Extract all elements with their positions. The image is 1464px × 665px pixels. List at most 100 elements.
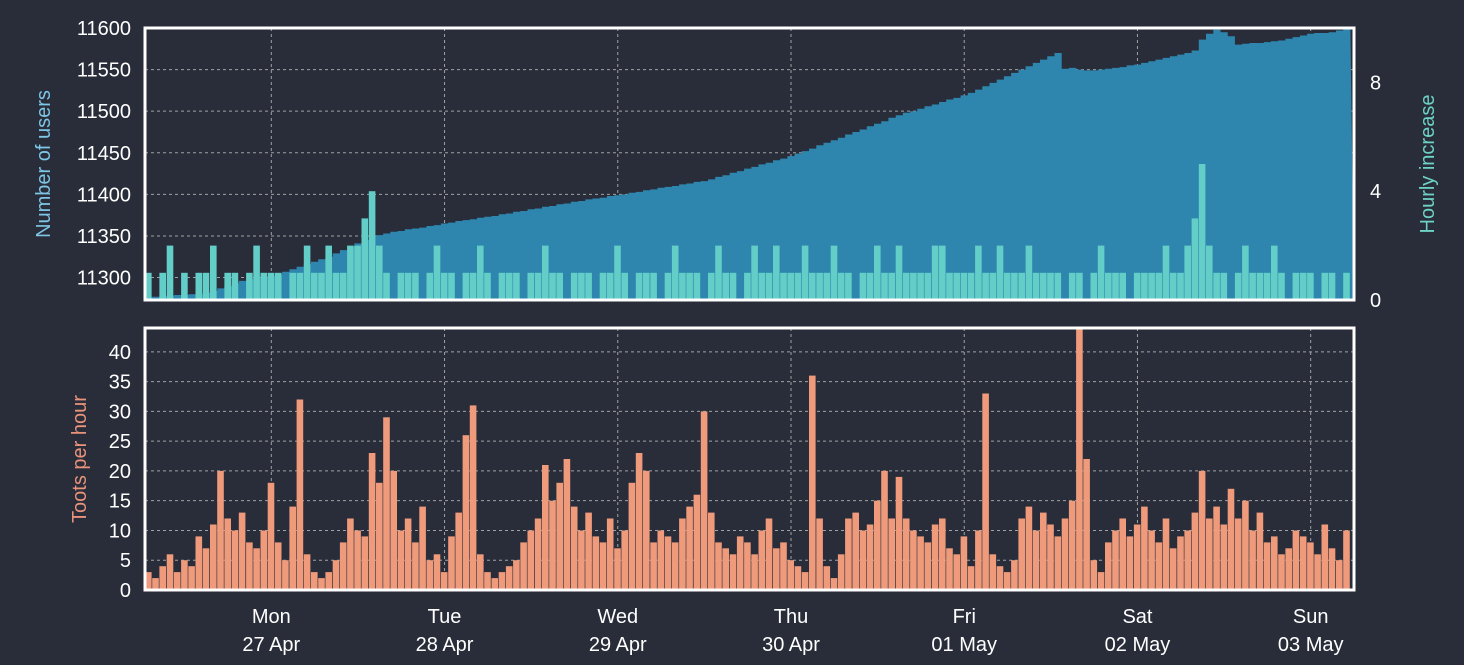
hourly-increase-bar [1343, 272, 1350, 300]
right-tick-label: 0 [1370, 290, 1381, 312]
hourly-increase-bar [1003, 272, 1011, 300]
toots-bar [462, 435, 470, 590]
hourly-increase-bar [318, 272, 325, 300]
toots-bar [1336, 560, 1343, 590]
toots-bar [599, 542, 607, 590]
toots-bar [845, 518, 852, 590]
hourly-increase-bar [462, 272, 470, 300]
y-tick-label: 30 [109, 401, 131, 423]
toots-bar [1314, 554, 1321, 590]
toots-bar [498, 572, 506, 590]
toots-bar [910, 530, 917, 590]
hourly-increase-bar [556, 272, 563, 300]
hourly-increase-bar [888, 272, 895, 300]
toots-bar [939, 518, 946, 590]
hourly-increase-bar [801, 245, 809, 300]
hourly-increase-bar [671, 245, 679, 300]
y-tick-label: 25 [109, 431, 131, 453]
hourly-increase-bar [729, 272, 737, 300]
toots-bar [606, 518, 614, 590]
toots-bar [390, 470, 397, 590]
toots-bar [679, 518, 686, 590]
hourly-increase-bar [931, 245, 939, 300]
toots-bar [1234, 518, 1242, 590]
hourly-increase-bar [534, 272, 542, 300]
toots-bar [895, 476, 903, 590]
toots-bar [982, 393, 989, 590]
x-tick-day: Wed [597, 606, 638, 628]
toots-bar [715, 542, 722, 590]
hourly-increase-bar [585, 272, 592, 300]
toots-bar [267, 482, 275, 590]
hourly-increase-bar [1242, 245, 1249, 300]
toots-bar [1343, 530, 1350, 590]
hourly-increase-bar [1206, 245, 1213, 300]
hourly-increase-bar [758, 272, 766, 300]
hourly-increase-bar [448, 272, 455, 300]
hourly-increase-bar [975, 245, 982, 300]
toots-bar [643, 470, 650, 590]
toots-bar [1278, 554, 1285, 590]
toots-bar [1162, 518, 1170, 590]
toots-bar [794, 566, 802, 590]
y-tick-label: 5 [120, 550, 131, 572]
hourly-increase-bar [426, 272, 434, 300]
toots-bar [592, 536, 600, 590]
toots-bar [477, 554, 484, 590]
hourly-increase-bar [953, 272, 960, 300]
toots-bar [1242, 500, 1249, 590]
right-tick-label: 4 [1370, 181, 1381, 203]
y-tick-label: 11550 [77, 60, 131, 82]
y-axis-title: Number of users [33, 90, 55, 238]
toots-bar [1090, 560, 1098, 590]
hourly-increase-bar [361, 218, 369, 300]
toots-bar [1213, 506, 1220, 590]
hourly-increase-bar [570, 272, 578, 300]
toots-bar [332, 560, 340, 590]
toots-bar [859, 530, 867, 590]
toots-bar [354, 530, 361, 590]
hourly-increase-bar [910, 272, 917, 300]
hourly-increase-bar [780, 272, 787, 300]
toots-bar [231, 530, 239, 590]
hourly-increase-bar [751, 245, 758, 300]
toots-bar [1047, 524, 1054, 590]
toots-bar [1198, 470, 1206, 590]
x-tick-date: 30 Apr [762, 634, 820, 656]
toots-bar [383, 417, 390, 590]
toots-bar [657, 530, 665, 590]
x-tick-date: 29 Apr [589, 634, 647, 656]
toots-bar [628, 482, 636, 590]
hourly-increase-bar [599, 272, 607, 300]
hourly-increase-bar [686, 272, 693, 300]
toots-bar [1025, 506, 1033, 590]
x-tick-date: 01 May [931, 634, 997, 656]
hourly-increase-bar [181, 272, 188, 300]
hourly-increase-bar [989, 272, 997, 300]
toots-bar [1133, 524, 1141, 590]
hourly-increase-bar [202, 272, 210, 300]
hourly-increase-bar [816, 272, 823, 300]
toots-bar [888, 518, 895, 590]
toots-bar [361, 536, 369, 590]
toots-bar [246, 542, 253, 590]
toots-bar [224, 518, 231, 590]
toots-bar [686, 506, 693, 590]
toots-bar [1003, 572, 1011, 590]
right-axis-title: Hourly increase [1417, 95, 1439, 234]
y-tick-label: 15 [109, 491, 131, 513]
hourly-increase-bar [484, 272, 491, 300]
toots-bar [469, 405, 477, 590]
toots-bar [1105, 542, 1112, 590]
toots-bar [809, 375, 816, 590]
toots-bar [902, 518, 910, 590]
hourly-increase-bar [303, 245, 311, 300]
toots-bar [484, 572, 491, 590]
hourly-increase-bar [267, 272, 275, 300]
hourly-increase-bar [289, 272, 296, 300]
hourly-increase-bar [1271, 245, 1278, 300]
toots-bar [563, 459, 571, 590]
toots-bar [736, 536, 744, 590]
hourly-increase-bar [823, 272, 831, 300]
toots-bar [368, 453, 376, 590]
